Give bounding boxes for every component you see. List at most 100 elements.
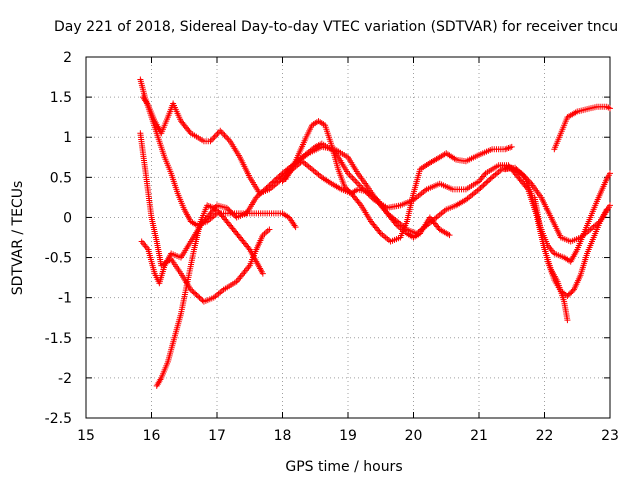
data-point <box>603 206 610 213</box>
data-point <box>254 193 261 200</box>
data-point <box>508 143 515 150</box>
y-tick-label: 1 <box>63 130 72 146</box>
data-point <box>347 173 354 180</box>
data-point <box>567 290 574 297</box>
data-point <box>192 290 199 297</box>
data-point <box>211 133 218 140</box>
y-tick-label: -1 <box>58 291 72 307</box>
data-point <box>569 287 576 294</box>
data-point <box>512 164 519 171</box>
data-point <box>230 211 237 218</box>
data-point <box>207 138 214 145</box>
data-point <box>514 167 521 174</box>
data-point <box>226 207 233 214</box>
data-point <box>519 171 526 178</box>
data-point <box>477 185 484 192</box>
data-point <box>210 135 217 142</box>
data-point <box>221 132 228 139</box>
x-tick-label: 18 <box>274 428 292 444</box>
data-point <box>260 187 267 194</box>
series-track-6 <box>282 118 453 241</box>
data-point <box>565 291 572 298</box>
x-tick-label: 20 <box>405 428 423 444</box>
data-point <box>213 132 220 139</box>
data-point <box>568 289 575 296</box>
y-tick-label: -1.5 <box>45 331 72 347</box>
x-tick-label: 21 <box>470 428 488 444</box>
x-tick-label: 15 <box>77 428 95 444</box>
data-point <box>225 206 232 213</box>
y-tick-label: -2 <box>58 371 72 387</box>
data-point <box>196 294 203 301</box>
data-point <box>187 286 194 293</box>
x-tick-labels: 15 16 17 18 19 20 21 22 23 <box>77 428 619 444</box>
data-point <box>526 179 533 186</box>
data-point <box>476 186 482 193</box>
x-axis-label: GPS time / hours <box>285 459 402 475</box>
data-point <box>256 191 263 198</box>
data-point <box>349 174 356 181</box>
data-point <box>229 210 236 217</box>
x-tick-label: 22 <box>536 428 554 444</box>
data-point <box>276 172 283 179</box>
data-point <box>263 185 270 192</box>
data-point <box>341 183 348 190</box>
x-tick-label: 17 <box>208 428 226 444</box>
x-tick-label: 16 <box>143 428 161 444</box>
data-point <box>262 186 269 193</box>
data-point <box>273 175 280 182</box>
data-point <box>517 170 524 177</box>
x-tick-label: 23 <box>601 428 619 444</box>
series-track-10 <box>551 103 613 153</box>
data-point <box>223 204 230 211</box>
data-point <box>217 127 224 134</box>
data-point <box>607 105 613 112</box>
data-point <box>225 136 232 143</box>
data-point <box>218 129 225 136</box>
data-point <box>257 190 264 197</box>
data-point <box>353 179 360 186</box>
data-point <box>199 297 206 304</box>
y-axis-label: SDTVAR / TECUs <box>10 181 26 296</box>
y-tick-label: 2 <box>63 50 72 66</box>
data-point <box>189 287 196 294</box>
data-point <box>520 172 527 179</box>
data-point <box>292 224 299 231</box>
data-point <box>228 208 235 215</box>
series-track-4 <box>153 202 266 389</box>
data-point <box>220 130 227 137</box>
data-point <box>193 291 200 298</box>
series-track-7 <box>279 143 515 245</box>
data-point <box>259 270 266 277</box>
data-point <box>350 176 357 183</box>
data-point <box>272 177 279 184</box>
grid <box>86 57 610 418</box>
data-point <box>190 289 197 296</box>
data-point <box>486 177 493 184</box>
data-point <box>607 170 613 177</box>
data-point <box>352 177 359 184</box>
data-point <box>484 178 491 185</box>
data-points <box>137 76 613 389</box>
data-point <box>355 180 362 187</box>
y-tick-labels: -2.5 -2 -1.5 -1 -0.5 0 0.5 1 1.5 2 <box>45 50 72 427</box>
data-point <box>270 178 277 185</box>
data-point <box>275 174 282 181</box>
data-point <box>481 181 488 188</box>
y-tick-label: 0.5 <box>50 170 72 186</box>
data-point <box>264 183 271 190</box>
chart-title: Day 221 of 2018, Sidereal Day-to-day VTE… <box>54 19 619 35</box>
y-tick-label: 0 <box>63 210 72 226</box>
data-point <box>195 293 202 300</box>
y-tick-label: -2.5 <box>45 411 72 427</box>
data-point <box>358 183 365 190</box>
y-tick-label: 1.5 <box>50 90 72 106</box>
data-point <box>224 135 231 142</box>
data-point <box>564 317 571 324</box>
data-point <box>208 136 215 143</box>
data-point <box>516 168 523 175</box>
data-point <box>232 213 239 220</box>
series-track-5 <box>138 143 613 287</box>
axis-ticks <box>85 56 611 419</box>
